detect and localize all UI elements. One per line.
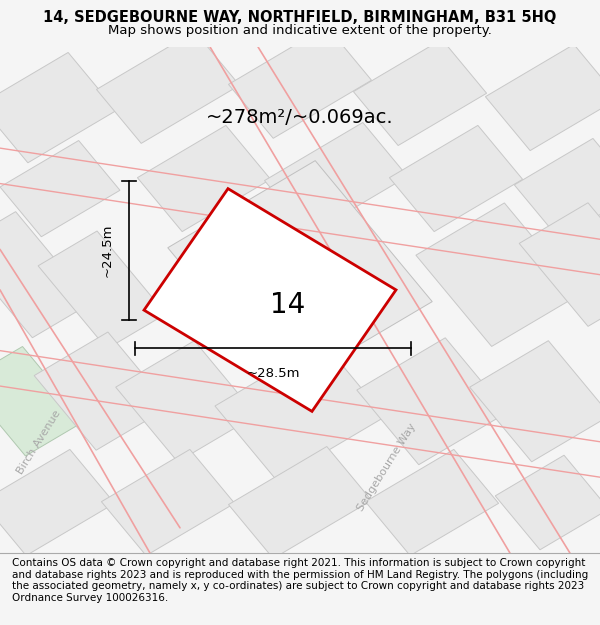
Polygon shape (0, 52, 116, 162)
Text: ~278m²/~0.069ac.: ~278m²/~0.069ac. (206, 108, 394, 127)
Polygon shape (0, 212, 91, 338)
Polygon shape (0, 346, 85, 456)
Polygon shape (168, 161, 432, 389)
Text: 14: 14 (271, 291, 305, 319)
Polygon shape (137, 126, 271, 232)
Polygon shape (519, 202, 600, 326)
Text: ~28.5m: ~28.5m (246, 368, 300, 381)
Polygon shape (144, 189, 396, 411)
Polygon shape (229, 446, 371, 559)
Text: ~24.5m: ~24.5m (101, 224, 114, 278)
Text: Birch Avenue: Birch Avenue (15, 408, 63, 476)
Polygon shape (495, 455, 600, 550)
Polygon shape (101, 449, 235, 556)
Polygon shape (485, 44, 600, 151)
Polygon shape (353, 39, 487, 146)
Polygon shape (357, 338, 507, 465)
Polygon shape (215, 342, 385, 481)
Polygon shape (38, 231, 166, 349)
Polygon shape (97, 31, 239, 143)
Polygon shape (470, 341, 600, 462)
Text: Contains OS data © Crown copyright and database right 2021. This information is : Contains OS data © Crown copyright and d… (12, 558, 588, 603)
Polygon shape (514, 139, 600, 239)
Polygon shape (34, 332, 170, 450)
Text: Sedgebourne Way: Sedgebourne Way (356, 421, 418, 512)
Polygon shape (265, 122, 407, 234)
Text: 14, SEDGEBOURNE WAY, NORTHFIELD, BIRMINGHAM, B31 5HQ: 14, SEDGEBOURNE WAY, NORTHFIELD, BIRMING… (43, 10, 557, 25)
Polygon shape (116, 341, 256, 462)
Polygon shape (416, 203, 580, 346)
Polygon shape (229, 26, 371, 138)
Polygon shape (0, 449, 115, 556)
Polygon shape (0, 141, 120, 237)
Polygon shape (389, 126, 523, 232)
Polygon shape (365, 449, 499, 556)
Text: Map shows position and indicative extent of the property.: Map shows position and indicative extent… (108, 24, 492, 36)
